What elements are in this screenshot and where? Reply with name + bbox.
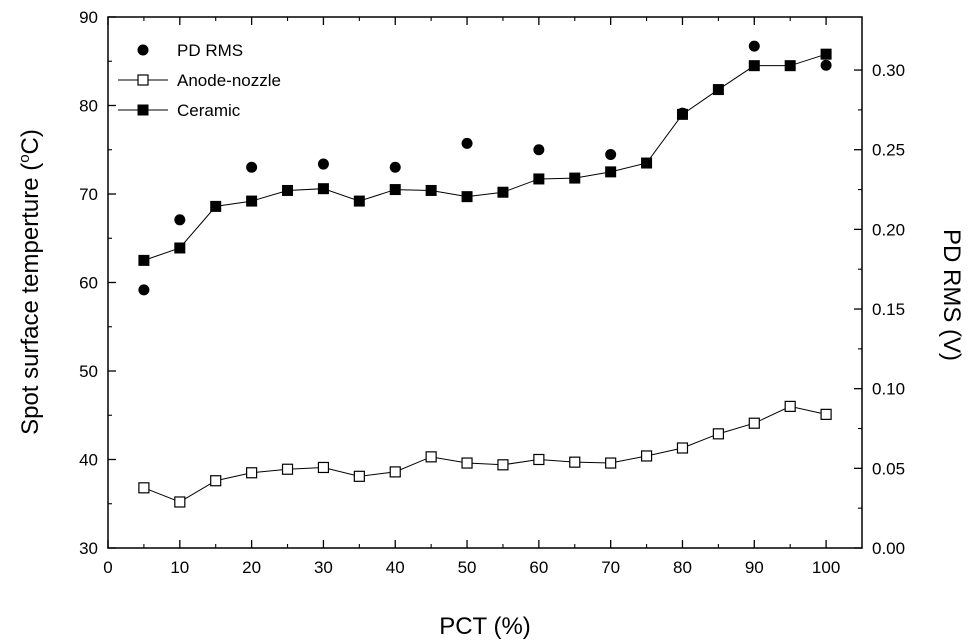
y-axis-left-title: Spot surface temperture (oC) (16, 129, 44, 435)
x-tick-label-3: 30 (314, 558, 333, 577)
x-tick-label-6: 60 (529, 558, 548, 577)
y-right-tick-label-0: 0.00 (872, 539, 905, 558)
series-1-point-5 (317, 461, 330, 474)
series-2-point-4 (282, 184, 294, 196)
series-2-point-17 (748, 60, 760, 72)
legend-label-2: Ceramic (177, 101, 241, 120)
y-left-tick-label-3: 60 (79, 274, 98, 293)
series-1-point-18 (784, 400, 796, 412)
series-2-point-19 (820, 48, 832, 60)
legend-marker-1 (137, 74, 149, 86)
series-1-point-4 (281, 463, 294, 475)
series-1-point-19 (820, 408, 832, 420)
axis-tick-labels: 0 10 20 30 40 50 60 70 80 90 100 30 40 50 60 70 80 90 0.00… (79, 8, 905, 577)
series-1-point-2 (210, 475, 222, 487)
y-axis-left-title-main: Spot surface temperture ( (17, 163, 44, 435)
y-right-tick-label-6: 0.30 (872, 61, 905, 80)
y-right-tick-label-5: 0.25 (872, 141, 905, 160)
series-0-point-3 (317, 158, 329, 170)
series-2-point-16 (712, 84, 724, 96)
series-1-point-12 (569, 456, 581, 468)
series-2-line (143, 53, 827, 261)
series-2-point-12 (569, 172, 581, 184)
series-1 (138, 400, 832, 508)
series-2-point-8 (425, 184, 437, 196)
series-1-point-15 (676, 442, 689, 454)
series-0-point-5 (461, 137, 473, 149)
x-tick-label-9: 90 (745, 558, 764, 577)
series-2-point-15 (676, 108, 688, 120)
series-1-point-1 (174, 496, 186, 508)
series-0 (138, 40, 832, 296)
series-0-point-0 (138, 284, 150, 296)
y-axis-right-title: PD RMS (V) (938, 229, 965, 361)
series-1-point-11 (533, 453, 545, 466)
series-2-point-6 (353, 195, 365, 207)
series-1-point-17 (748, 417, 760, 429)
series-2-point-11 (533, 173, 545, 185)
legend-marker-2 (137, 104, 149, 116)
series-1-point-0 (138, 482, 150, 494)
series-1-point-6 (353, 470, 365, 482)
series-2-point-9 (461, 191, 473, 203)
y-left-tick-label-1: 40 (79, 451, 98, 470)
series-2 (138, 48, 832, 266)
series-0-point-2 (246, 161, 258, 173)
series-1-point-10 (497, 459, 509, 471)
series-0-point-10 (820, 59, 832, 71)
y-left-tick-label-5: 80 (79, 97, 98, 116)
legend-label-1: Anode-nozzle (177, 71, 281, 90)
series-1-point-3 (246, 467, 258, 479)
series-0-point-9 (748, 40, 760, 52)
series-2-point-2 (210, 200, 222, 212)
axis-ticks (107, 16, 862, 549)
series-2-point-7 (389, 184, 401, 196)
series-0-point-4 (389, 161, 401, 173)
series-2-point-1 (174, 242, 186, 254)
series-1-point-16 (712, 428, 724, 440)
y-axis-left-title-sup: o (16, 154, 33, 162)
x-tick-label-1: 10 (170, 558, 189, 577)
series-0-point-6 (533, 144, 545, 156)
series-1-point-14 (640, 450, 653, 462)
series-2-point-18 (784, 60, 796, 72)
series-1-point-13 (605, 457, 617, 469)
y-right-tick-label-4: 0.20 (872, 220, 905, 239)
y-left-tick-label-0: 30 (79, 539, 98, 558)
x-tick-label-4: 40 (386, 558, 405, 577)
y-axis-left-title-unit: C) (17, 129, 44, 154)
x-tick-label-8: 80 (673, 558, 692, 577)
x-tick-label-10: 100 (812, 558, 840, 577)
series-1-point-7 (389, 466, 401, 478)
series-2-point-0 (138, 254, 150, 266)
series-layer (138, 40, 832, 508)
legend-label-0: PD RMS (177, 41, 243, 60)
series-1-point-9 (461, 457, 473, 469)
series-2-point-13 (605, 166, 617, 178)
series-2-point-5 (317, 183, 329, 195)
y-right-tick-label-1: 0.05 (872, 459, 905, 478)
x-tick-label-5: 50 (458, 558, 477, 577)
legend-marker-0 (137, 44, 149, 56)
series-2-point-14 (641, 157, 653, 169)
x-tick-label-0: 0 (103, 558, 112, 577)
series-2-point-3 (246, 195, 258, 207)
series-1-point-8 (425, 451, 437, 463)
y-right-tick-label-2: 0.10 (872, 380, 905, 399)
x-tick-label-7: 70 (601, 558, 620, 577)
y-left-tick-label-4: 70 (79, 185, 98, 204)
series-2-point-10 (497, 186, 509, 198)
y-left-tick-label-2: 50 (79, 362, 98, 381)
x-axis-title: PCT (%) (439, 613, 531, 640)
series-0-point-1 (174, 214, 186, 226)
legend: PD RMS Anode-nozzle Ceramic (118, 41, 281, 120)
y-left-tick-label-6: 90 (79, 8, 98, 27)
y-right-tick-label-3: 0.15 (872, 300, 905, 319)
plot-frame (107, 16, 863, 549)
series-0-point-7 (605, 148, 617, 160)
series-1-line (143, 405, 827, 503)
x-tick-label-2: 20 (242, 558, 261, 577)
